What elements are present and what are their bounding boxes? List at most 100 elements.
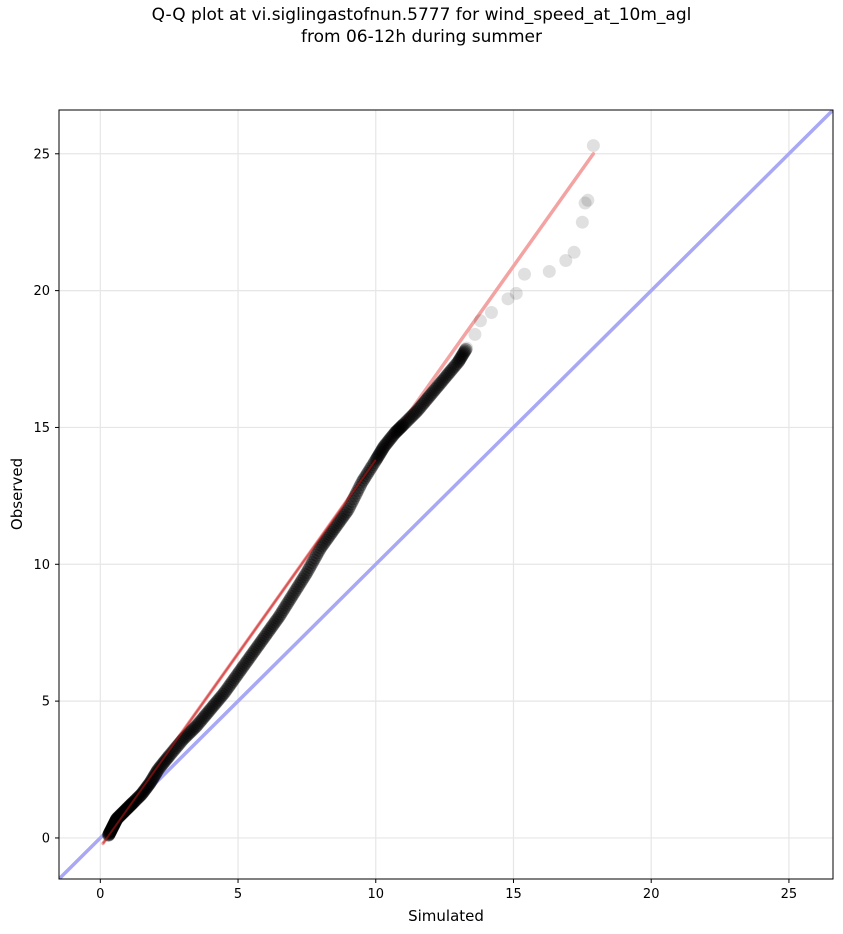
data-point <box>303 561 317 575</box>
data-point <box>132 790 146 804</box>
data-point <box>395 419 409 433</box>
data-point <box>567 245 581 259</box>
data-point <box>108 816 122 830</box>
y-tick-label: 10 <box>33 558 50 573</box>
data-point <box>221 680 235 694</box>
data-point <box>281 596 295 610</box>
data-point <box>414 399 428 413</box>
data-point <box>136 785 150 799</box>
data-point <box>440 368 454 382</box>
data-point <box>252 638 266 652</box>
data-point <box>518 267 532 281</box>
data-point <box>209 696 223 710</box>
data-point <box>559 254 573 268</box>
data-point <box>107 818 121 832</box>
data-point <box>203 702 217 716</box>
data-point <box>219 684 233 698</box>
data-point <box>110 812 124 826</box>
data-point <box>206 699 220 713</box>
data-point <box>235 661 249 675</box>
data-point <box>400 414 414 428</box>
data-point <box>449 358 463 372</box>
data-point <box>372 448 386 462</box>
data-point <box>314 541 328 555</box>
data-point <box>142 777 156 791</box>
data-point <box>245 648 259 662</box>
chart-title-line1: Q-Q plot at vi.siglingastofnun.5777 for … <box>151 5 692 25</box>
data-point <box>308 551 322 565</box>
axis-ticks: 0 5 10 15 20 25 0 5 10 15 20 25 <box>33 147 797 902</box>
data-point <box>456 348 470 362</box>
data-point <box>405 410 419 424</box>
data-point <box>181 727 195 741</box>
data-point <box>407 407 421 421</box>
data-point <box>210 694 224 708</box>
x-tick-label: 10 <box>367 887 384 902</box>
data-point <box>380 436 394 450</box>
data-point <box>322 529 336 543</box>
data-point <box>133 789 147 803</box>
data-point <box>140 781 154 795</box>
data-point <box>436 373 450 387</box>
data-point <box>159 753 173 767</box>
data-point <box>246 646 260 660</box>
data-point <box>217 686 231 700</box>
data-point <box>147 769 161 783</box>
data-point <box>288 585 302 599</box>
data-point <box>264 621 278 635</box>
data-point <box>279 598 293 612</box>
data-point <box>333 514 347 528</box>
data-point <box>305 556 319 570</box>
data-point <box>299 568 313 582</box>
data-point <box>242 651 256 665</box>
data-point <box>391 423 405 437</box>
data-point <box>323 527 337 541</box>
data-point <box>454 351 468 365</box>
data-point <box>431 379 445 393</box>
data-point <box>439 370 453 384</box>
data-point <box>318 535 332 549</box>
data-point <box>115 807 129 821</box>
data-point <box>453 352 467 366</box>
data-point <box>220 682 234 696</box>
identity-line <box>59 110 833 879</box>
data-point <box>395 419 409 433</box>
data-point <box>271 611 285 625</box>
data-point <box>253 636 267 650</box>
data-point <box>250 640 264 654</box>
data-point <box>164 747 178 761</box>
data-point <box>260 627 274 641</box>
data-point <box>278 601 292 615</box>
data-point <box>198 709 212 723</box>
data-point <box>110 811 124 825</box>
data-point <box>473 314 487 328</box>
data-point <box>156 757 170 771</box>
data-point <box>389 425 403 439</box>
x-tick-label: 25 <box>781 887 798 902</box>
x-tick-label: 5 <box>234 887 242 902</box>
data-point <box>237 659 251 673</box>
data-point <box>256 632 270 646</box>
data-point <box>290 581 304 595</box>
data-point <box>109 813 123 827</box>
data-point <box>433 376 447 390</box>
data-point <box>321 531 335 545</box>
data-point <box>296 572 310 586</box>
data-point <box>254 634 268 648</box>
data-point <box>134 788 148 802</box>
data-point <box>327 522 341 536</box>
data-point <box>111 811 125 825</box>
data-point <box>144 775 158 789</box>
data-point <box>432 378 446 392</box>
data-point <box>114 807 128 821</box>
data-point <box>394 420 408 434</box>
data-point <box>292 579 306 593</box>
data-point <box>456 347 470 361</box>
data-point <box>413 401 427 415</box>
data-point <box>425 386 439 400</box>
data-point <box>183 726 197 740</box>
x-tick-label: 20 <box>643 887 660 902</box>
data-point <box>420 393 434 407</box>
data-point <box>341 503 355 517</box>
data-point <box>187 721 201 735</box>
